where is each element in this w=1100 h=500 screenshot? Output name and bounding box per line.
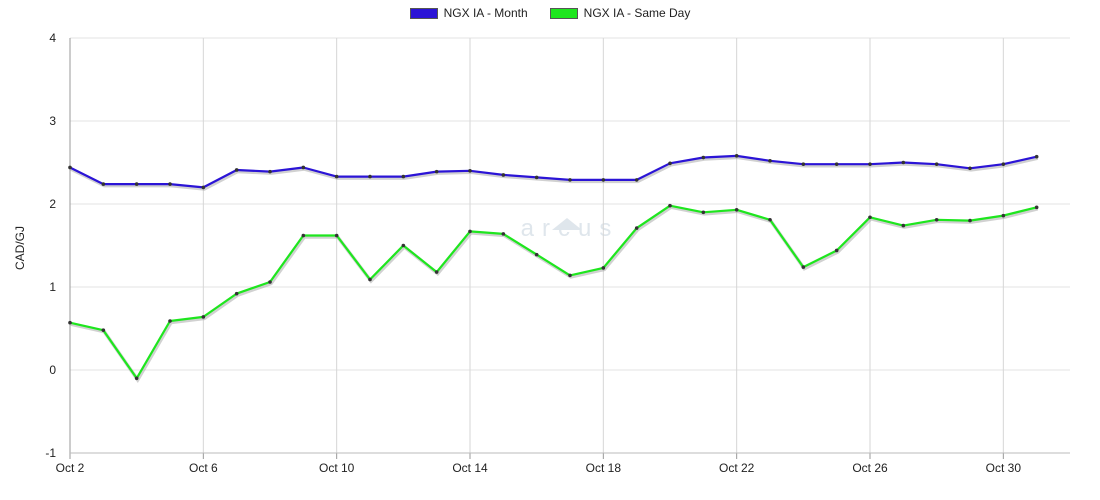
legend: NGX IA - Month NGX IA - Same Day	[0, 6, 1100, 20]
x-tick-label: Oct 30	[986, 461, 1022, 475]
data-point	[568, 178, 572, 182]
data-point	[201, 185, 206, 190]
y-tick-label: 3	[49, 114, 56, 128]
data-point	[201, 315, 206, 319]
data-point	[901, 160, 906, 165]
data-point	[868, 162, 872, 166]
y-tick-label: 4	[49, 31, 56, 45]
x-tick-label: Oct 22	[719, 461, 755, 475]
data-point	[934, 217, 939, 222]
y-tick-label: -1	[45, 446, 56, 460]
data-point	[168, 182, 172, 186]
y-tick-label: 1	[49, 280, 56, 294]
data-point	[334, 174, 339, 179]
x-tick-label: Oct 6	[189, 461, 218, 475]
data-point	[534, 175, 539, 180]
data-point	[468, 169, 472, 173]
data-point	[68, 320, 72, 325]
legend-label-month: NGX IA - Month	[443, 6, 528, 20]
data-point	[768, 217, 772, 222]
y-tick-label: 0	[49, 363, 56, 377]
data-point	[1034, 154, 1039, 159]
data-point	[668, 161, 672, 166]
data-point	[801, 265, 806, 269]
data-point	[68, 165, 72, 170]
x-tick-label: Oct 2	[56, 461, 85, 475]
x-tick-label: Oct 26	[852, 461, 888, 475]
data-point	[634, 178, 639, 182]
x-tick-label: Oct 18	[586, 461, 622, 475]
data-point	[501, 173, 506, 177]
data-point	[668, 203, 672, 208]
watermark: arcus	[520, 215, 620, 242]
grid	[69, 37, 1070, 454]
legend-label-same-day: NGX IA - Same Day	[583, 6, 691, 20]
data-point	[134, 182, 139, 186]
series-line-0	[69, 154, 1037, 189]
data-point	[1001, 162, 1006, 166]
series-shadow	[70, 155, 1039, 191]
series-line-1	[69, 204, 1037, 380]
legend-swatch-same-day	[549, 7, 578, 19]
data-point	[401, 174, 406, 179]
data-point	[1034, 205, 1039, 210]
legend-swatch-month	[409, 7, 438, 19]
y-tick-label: 2	[49, 197, 56, 211]
legend-item-month[interactable]: NGX IA - Month	[409, 6, 528, 20]
data-point	[434, 270, 439, 274]
data-point	[101, 328, 106, 332]
data-point	[968, 166, 972, 171]
data-point	[534, 252, 539, 257]
data-point	[134, 376, 139, 381]
data-point	[734, 208, 739, 212]
data-point	[834, 162, 839, 166]
data-point	[934, 162, 939, 166]
data-point	[301, 233, 306, 238]
series	[68, 154, 1039, 384]
data-point	[834, 248, 839, 253]
data-point	[168, 319, 172, 323]
data-point	[368, 174, 372, 179]
data-point	[301, 165, 306, 170]
data-point	[601, 178, 606, 182]
x-tick-label: Oct 14	[452, 461, 488, 475]
data-point	[501, 232, 506, 236]
axes: -1 0 1 2 3 4 Oct 2 Oct 6 Oct 10 Oct 14 Oct 18 Oct 2…	[45, 31, 1070, 475]
data-point	[1001, 213, 1006, 218]
data-point	[701, 210, 706, 215]
data-point	[968, 218, 972, 223]
data-point	[801, 162, 806, 166]
data-point	[368, 277, 372, 282]
data-point	[401, 243, 406, 248]
x-tick-label: Oct 10	[319, 461, 355, 475]
data-point	[601, 266, 606, 270]
data-point	[634, 226, 639, 230]
data-point	[734, 154, 739, 158]
data-point	[234, 168, 239, 172]
data-point	[268, 280, 272, 284]
data-point	[468, 229, 472, 234]
data-point	[901, 223, 906, 228]
watermark-logo-icon	[552, 218, 582, 230]
data-point	[768, 159, 772, 163]
y-axis-label: CAD/GJ	[13, 226, 27, 270]
legend-item-same-day[interactable]: NGX IA - Same Day	[549, 6, 691, 20]
data-point	[334, 233, 339, 238]
data-point	[701, 155, 706, 160]
data-point	[234, 291, 239, 296]
data-point	[568, 273, 572, 278]
series-shadow	[70, 205, 1039, 384]
data-point	[268, 169, 272, 174]
data-point	[101, 182, 106, 186]
data-point	[434, 169, 439, 174]
data-point	[868, 215, 872, 220]
